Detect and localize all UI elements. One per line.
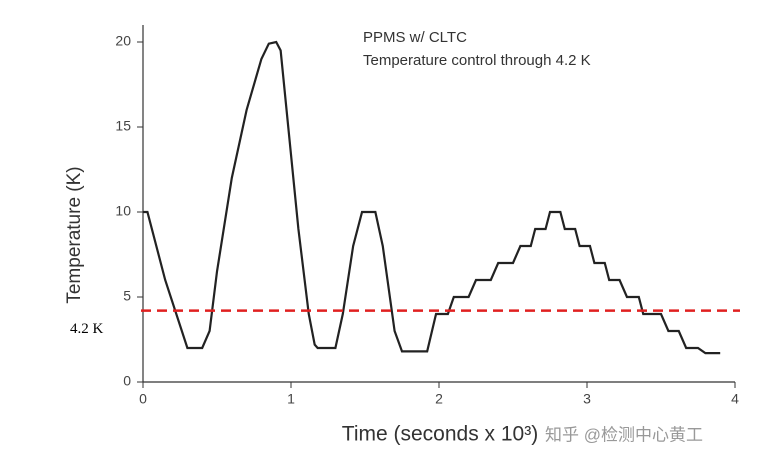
- x-tick-label: 1: [287, 391, 295, 407]
- y-tick-label: 20: [115, 33, 131, 49]
- annotation: Temperature control through 4.2 K: [363, 52, 591, 69]
- annotation: PPMS w/ CLTC: [363, 29, 467, 46]
- data-line: [143, 40, 721, 355]
- y-tick-label: 0: [123, 373, 131, 389]
- x-tick-label: 4: [731, 391, 739, 407]
- y-tick-label: 10: [115, 203, 131, 219]
- y-tick-label: 15: [115, 118, 131, 134]
- y-tick-label: 5: [123, 288, 131, 304]
- watermark: 知乎 @检测中心黄工: [545, 425, 703, 444]
- x-tick-label: 2: [435, 391, 443, 407]
- x-axis-label: Time (seconds x 10³): [342, 423, 538, 446]
- reference-label: 4.2 K: [70, 321, 104, 337]
- x-tick-label: 3: [583, 391, 591, 407]
- y-axis-label: Temperature (K): [64, 166, 85, 303]
- x-tick-label: 0: [139, 391, 147, 407]
